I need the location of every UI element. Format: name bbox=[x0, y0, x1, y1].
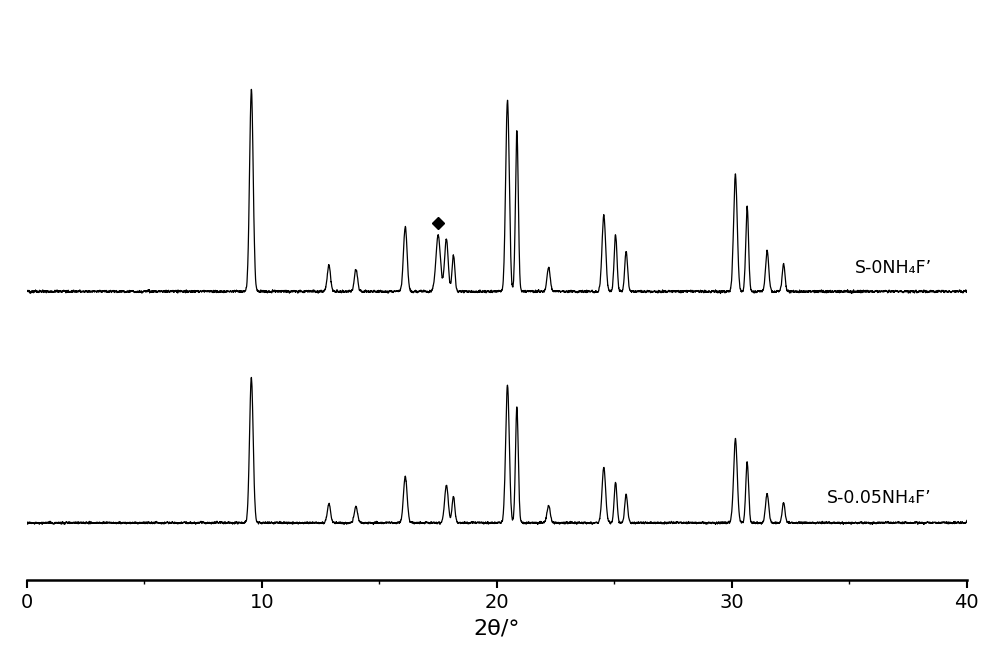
Text: S-0NH₄F’: S-0NH₄F’ bbox=[854, 259, 932, 277]
Text: S-0.05NH₄F’: S-0.05NH₄F’ bbox=[827, 490, 932, 507]
X-axis label: 2θ/°: 2θ/° bbox=[474, 618, 520, 638]
